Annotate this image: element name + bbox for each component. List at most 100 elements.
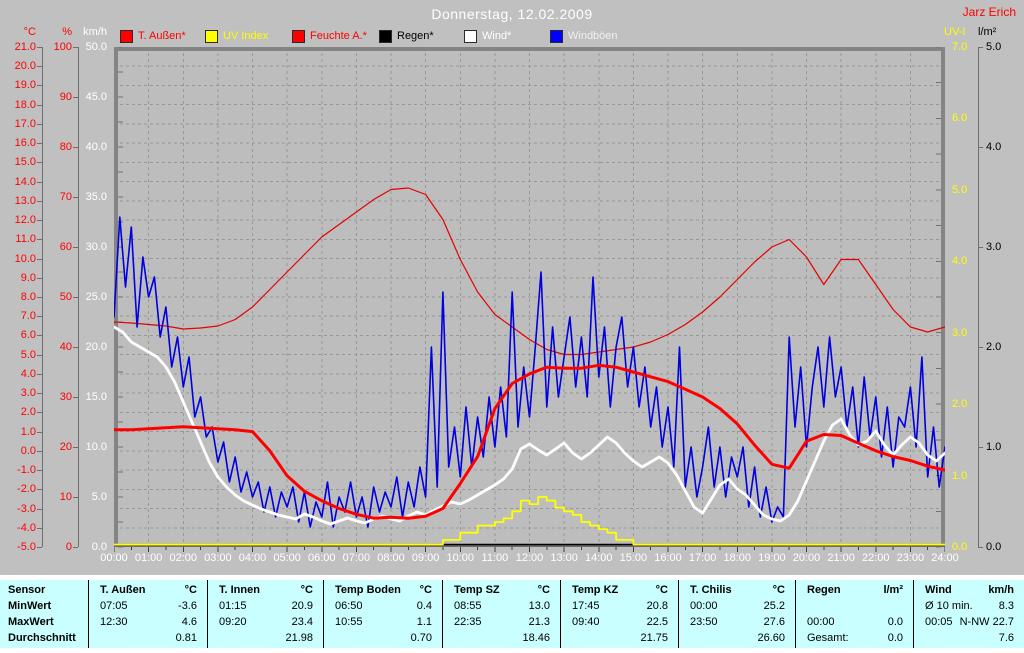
axis-tick-label-percent: 80 — [59, 141, 72, 153]
table-cell-time: 00:00 — [690, 600, 718, 612]
axis-tick-rain — [978, 147, 983, 148]
table-group-unit: °C — [184, 584, 197, 596]
table-cell-value: 23.4 — [291, 616, 313, 628]
series-line-wind — [112, 325, 947, 526]
x-axis-label: 10:00 — [446, 552, 475, 564]
axis-tick-celsius — [37, 220, 42, 222]
axis-tick-label-celsius: 0.0 — [20, 444, 36, 457]
axis-tick-label-celsius: 19.0 — [14, 79, 36, 92]
table-group-unit: km/h — [988, 584, 1014, 596]
x-axis-label: 21:00 — [827, 552, 855, 564]
axis-tick-celsius — [37, 123, 42, 125]
axis-tick-celsius — [37, 239, 42, 241]
table-cell-value: 20.9 — [291, 600, 313, 612]
table-cell-value: 0.70 — [410, 632, 432, 644]
table-cell-value: 0.0 — [887, 616, 903, 628]
chart-title: Donnerstag, 12.02.2009 — [431, 6, 593, 22]
table-group-name: T. Außen — [100, 584, 146, 596]
x-axis-label: 20:00 — [792, 552, 821, 564]
legend-swatch-icon — [120, 30, 133, 43]
table-separator — [795, 580, 796, 648]
axis-tick-celsius — [37, 200, 42, 202]
table-group-name: Temp KZ — [572, 584, 619, 596]
axis-tick-label-uv: 3.0 — [952, 326, 968, 339]
series-line-feuchtea — [113, 187, 946, 356]
x-axis-label: 23:00 — [896, 552, 925, 564]
table-group-name: T. Innen — [219, 584, 260, 596]
axis-tick-label-percent: 40 — [59, 341, 72, 353]
axis-tick-celsius — [37, 47, 42, 48]
axis-tick-label-celsius: 4.0 — [20, 367, 36, 380]
x-axis-label: 17:00 — [688, 552, 717, 564]
axis-tick-label-celsius: 1.0 — [20, 425, 36, 438]
table-cell-time: 09:20 — [219, 616, 247, 628]
axis-tick-label-celsius: -1.0 — [17, 464, 36, 477]
table-cell-value: 27.6 — [763, 616, 785, 628]
table-row-label: MinWert — [8, 600, 52, 612]
table-cell-value: 0.81 — [175, 632, 197, 644]
table-group-unit: °C — [537, 584, 550, 596]
axis-tick-label-celsius: 17.0 — [14, 117, 36, 130]
axis-tick-celsius — [37, 85, 42, 87]
axis-tick-label-percent: 70 — [59, 191, 72, 203]
axis-line-celsius — [42, 47, 43, 547]
x-axis-label: 24:00 — [931, 552, 959, 564]
table-cell-value: 20.8 — [646, 600, 668, 612]
x-axis-label: 18:00 — [723, 552, 752, 564]
axis-tick-celsius — [37, 412, 42, 414]
axis-line-percent — [78, 47, 79, 547]
axis-tick-label-kmh: 25.0 — [85, 291, 107, 303]
axis-tick-percent — [73, 247, 78, 248]
axis-tick-label-kmh: 10.0 — [85, 441, 107, 453]
axis-tick-label-celsius: 11.0 — [15, 233, 36, 246]
axis-tick-label-kmh: 5.0 — [91, 491, 107, 503]
axis-title-uv: UV-I — [944, 26, 966, 38]
table-cell-time: Ø 10 min. — [925, 600, 973, 612]
table-cell-value: 26.60 — [757, 632, 785, 644]
axis-tick-label-percent: 0 — [65, 541, 72, 553]
table-separator — [560, 580, 561, 648]
table-separator — [88, 580, 89, 648]
x-axis-label: 06:00 — [307, 552, 336, 564]
axis-tick-celsius — [37, 547, 42, 548]
axis-tick-percent — [73, 147, 78, 148]
legend-swatch-icon — [205, 30, 218, 43]
axis-tick-rain — [978, 547, 983, 548]
x-axis-label: 12:00 — [515, 552, 544, 564]
table-cell-value: 21.3 — [528, 616, 550, 628]
axis-tick-label-celsius: 21.0 — [14, 41, 36, 53]
axis-tick-label-celsius: 5.0 — [20, 348, 36, 361]
axis-title-kmh: km/h — [83, 26, 107, 38]
legend-label: Regen* — [397, 30, 434, 42]
table-cell-time: 10:55 — [335, 616, 363, 628]
axis-tick-label-celsius: 8.0 — [20, 291, 36, 303]
axis-tick-celsius — [37, 104, 42, 106]
axis-tick-label-celsius: 2.0 — [20, 406, 36, 419]
axis-tick-label-percent: 10 — [59, 491, 72, 503]
axis-tick-label-rain: 3.0 — [986, 241, 1002, 253]
axis-title-percent: % — [62, 26, 72, 38]
axis-tick-label-kmh: 40.0 — [85, 141, 107, 153]
station-name: Jarz Erich — [962, 5, 1016, 19]
axis-tick-rain — [978, 47, 983, 48]
axis-tick-percent — [73, 297, 78, 298]
x-axis-label: 16:00 — [654, 552, 682, 564]
table-cell-time: 06:50 — [335, 600, 363, 612]
axis-tick-celsius — [37, 335, 42, 337]
axis-tick-label-rain: 2.0 — [986, 341, 1002, 353]
table-cell-time: 23:50 — [690, 616, 718, 628]
table-cell-time: 08:55 — [454, 600, 482, 612]
table-cell-value: 21.75 — [640, 632, 668, 644]
x-axis-label: 22:00 — [861, 552, 890, 564]
plot-area — [112, 46, 947, 553]
axis-tick-label-uv: 7.0 — [952, 41, 968, 53]
axis-tick-celsius — [37, 316, 42, 318]
table-row-label: MaxWert — [8, 616, 54, 628]
axis-tick-label-celsius: 15.0 — [14, 156, 36, 169]
axis-tick-label-uv: 1.0 — [952, 469, 968, 482]
table-separator — [678, 580, 679, 648]
legend-swatch-icon — [464, 30, 477, 43]
x-axis-label: 02:00 — [169, 552, 198, 564]
table-group-unit: °C — [772, 584, 785, 596]
